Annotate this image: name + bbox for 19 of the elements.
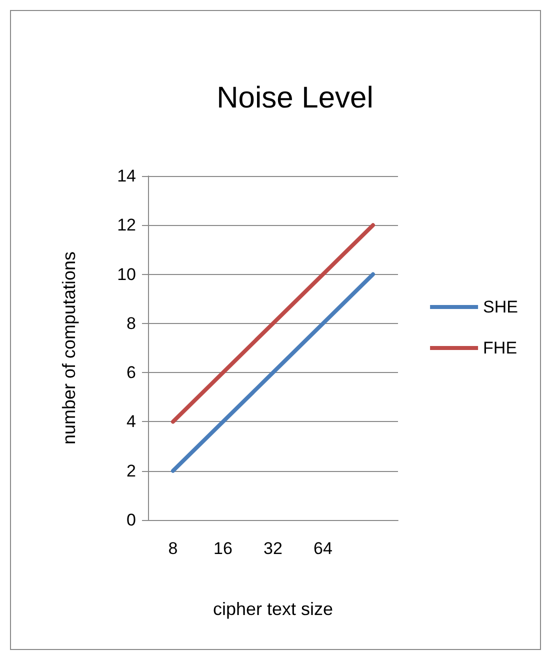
chart-title: Noise Level [216, 82, 374, 114]
y-tick-label: 14 [117, 166, 136, 186]
y-tick-label: 10 [117, 264, 136, 284]
y-tick-label: 4 [126, 412, 136, 432]
x-tick-label: 32 [264, 539, 282, 558]
x-tick-label: 16 [214, 539, 232, 558]
y-axis-title: number of computations [59, 251, 79, 445]
line-series [171, 223, 375, 424]
legend-label: FHE [483, 338, 518, 358]
y-tick-label: 0 [126, 510, 136, 530]
legend-label: SHE [483, 298, 518, 316]
y-tick-label: 12 [117, 216, 136, 235]
y-tick-label: 8 [126, 314, 136, 333]
y-tick-label: 6 [126, 363, 136, 382]
x-axis-title: cipher text size [212, 599, 334, 619]
line-series [171, 272, 375, 473]
x-tick-label: 64 [314, 539, 332, 558]
x-tick-label: 8 [168, 539, 178, 558]
y-tick-label: 2 [126, 461, 136, 480]
